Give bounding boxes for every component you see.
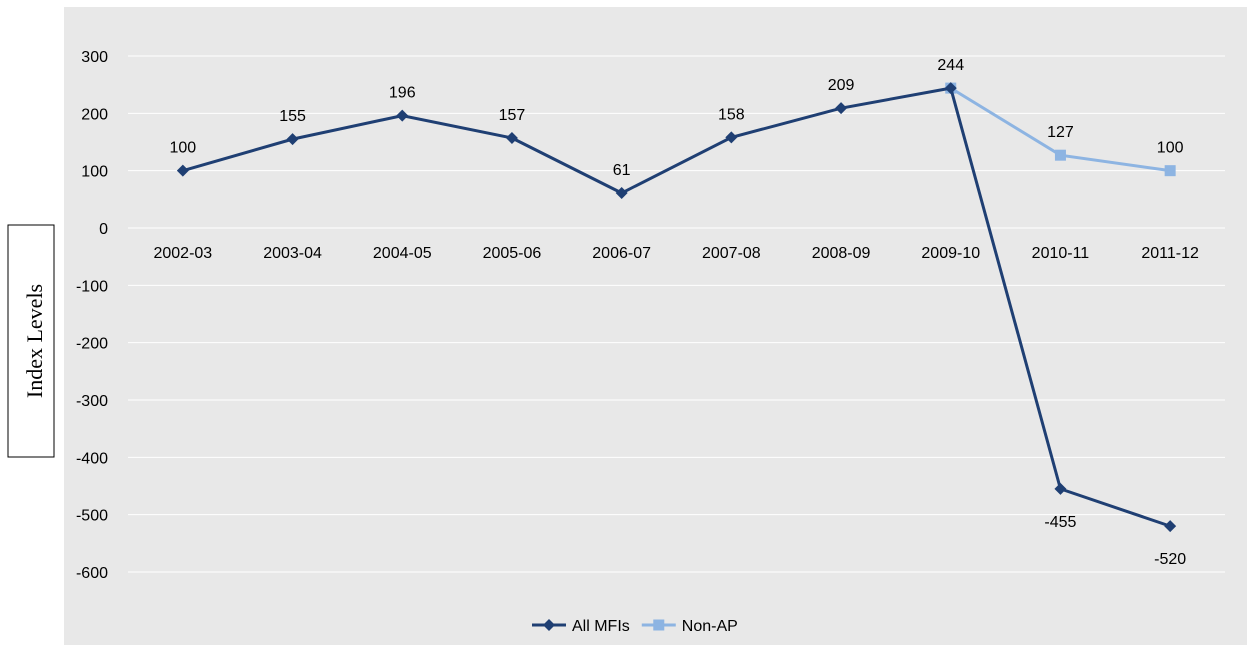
- y-axis-title: Index Levels: [22, 284, 47, 398]
- y-tick-label: 200: [81, 106, 108, 123]
- x-tick-label: 2005-06: [483, 245, 542, 262]
- all-mfis-data-label: -520: [1154, 551, 1186, 568]
- non-ap-data-label: 100: [1157, 140, 1184, 157]
- x-tick-label: 2006-07: [592, 245, 651, 262]
- all-mfis-point: [835, 102, 848, 115]
- all-mfis-point: [396, 109, 409, 122]
- y-tick-label: -600: [76, 565, 108, 582]
- non-ap-point: [1164, 165, 1176, 177]
- all-mfis-point: [505, 131, 518, 144]
- legend: All MFIs Non-AP: [532, 618, 738, 635]
- all-mfis-point: [944, 82, 957, 95]
- y-axis-title-box: Index Levels: [7, 224, 55, 458]
- all-mfis-point: [725, 131, 738, 144]
- all-mfis-data-label: 100: [169, 140, 196, 157]
- data-labels: 244 127 100 100 155 196 157 61 158 209 -455 -520: [169, 57, 1186, 568]
- all-mfis-data-label: 209: [828, 77, 855, 94]
- y-tick-label: 0: [99, 221, 108, 238]
- all-mfis-point: [615, 187, 628, 200]
- y-tick-label: 300: [81, 49, 108, 66]
- all-mfis-point: [1054, 482, 1067, 495]
- y-tick-label: -400: [76, 450, 108, 467]
- x-tick-label: 2002-03: [153, 245, 212, 262]
- y-tick-label: 100: [81, 164, 108, 181]
- x-tick-label: 2009-10: [921, 245, 980, 262]
- x-tick-label: 2007-08: [702, 245, 761, 262]
- all-mfis-line: [182, 86, 1171, 528]
- y-tick-label: -300: [76, 393, 108, 410]
- non-ap-data-label: 244: [937, 57, 964, 74]
- all-mfis-series: [176, 82, 1177, 533]
- all-mfis-point: [176, 164, 189, 177]
- non-ap-data-label: 127: [1047, 124, 1074, 141]
- legend-item-non-ap: Non-AP: [641, 618, 738, 635]
- all-mfis-point: [1164, 520, 1177, 533]
- series-lines: [176, 82, 1177, 533]
- legend-item-all-mfis: All MFIs: [532, 618, 630, 635]
- x-axis-ticks: 2002-03 2003-04 2004-05 2005-06 2006-07 2007-…: [153, 245, 1199, 262]
- all-mfis-data-label: 155: [279, 108, 306, 125]
- y-tick-label: -500: [76, 508, 108, 525]
- x-tick-label: 2004-05: [373, 245, 432, 262]
- chart-background: [64, 7, 1247, 645]
- legend-label: All MFIs: [572, 618, 630, 635]
- all-mfis-data-label: 196: [389, 85, 416, 102]
- legend-all-mfis-point: [543, 619, 555, 631]
- y-axis-ticks: 300 200 100 0 -100 -200 -300 -400 -500 -600: [76, 49, 108, 582]
- y-tick-label: -200: [76, 336, 108, 353]
- x-tick-label: 2011-12: [1141, 245, 1199, 262]
- y-axis-title-frame: [7, 224, 55, 458]
- gridlines: [128, 55, 1225, 573]
- y-tick-label: -100: [76, 278, 108, 295]
- non-ap-point: [1054, 149, 1066, 161]
- x-tick-label: 2003-04: [263, 245, 322, 262]
- all-mfis-data-label: 61: [613, 162, 631, 179]
- all-mfis-data-label: 158: [718, 106, 745, 123]
- x-tick-label: 2008-09: [812, 245, 871, 262]
- all-mfis-data-label: -455: [1044, 514, 1076, 531]
- all-mfis-point: [286, 133, 299, 146]
- legend-non-ap-point: [653, 619, 665, 631]
- x-tick-label: 2010-11: [1032, 245, 1090, 262]
- all-mfis-data-label: 157: [499, 107, 526, 124]
- legend-label: Non-AP: [682, 618, 738, 635]
